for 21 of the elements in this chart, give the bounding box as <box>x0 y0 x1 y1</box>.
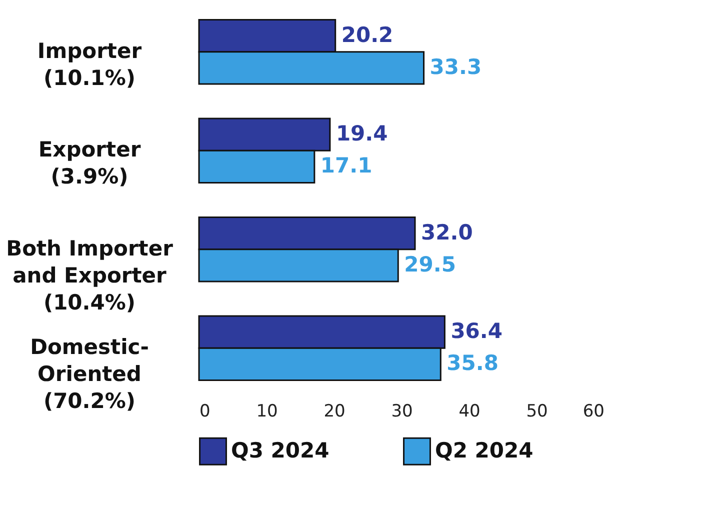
legend-label: Q2 2024 <box>435 438 534 462</box>
legend-label: Q3 2024 <box>231 438 330 462</box>
data-label: 32.0 <box>421 220 473 244</box>
data-label: 29.5 <box>404 252 456 276</box>
x-tick-label: 50 <box>526 402 548 422</box>
data-label: 20.2 <box>341 22 394 47</box>
y-tick-label: Domestic- Oriented (70.2%) <box>30 335 149 414</box>
x-tick-label: 40 <box>458 402 480 422</box>
x-tick-label: 60 <box>582 402 604 422</box>
data-label: 35.8 <box>446 351 498 376</box>
x-tick-label: 30 <box>391 402 413 422</box>
x-tick-label: 10 <box>256 402 278 422</box>
data-label: 36.4 <box>450 319 503 344</box>
data-label: 19.4 <box>336 122 388 146</box>
y-tick-label: Exporter (3.9%) <box>38 138 142 189</box>
y-tick-label: Both Importer and Exporter (10.4%) <box>6 236 174 314</box>
y-tick-label: Importer (10.1%) <box>37 38 142 90</box>
x-tick-label: 20 <box>324 402 346 422</box>
data-label: 17.1 <box>320 154 372 178</box>
x-tick-label: 0 <box>200 402 210 422</box>
data-label: 33.3 <box>430 54 482 79</box>
